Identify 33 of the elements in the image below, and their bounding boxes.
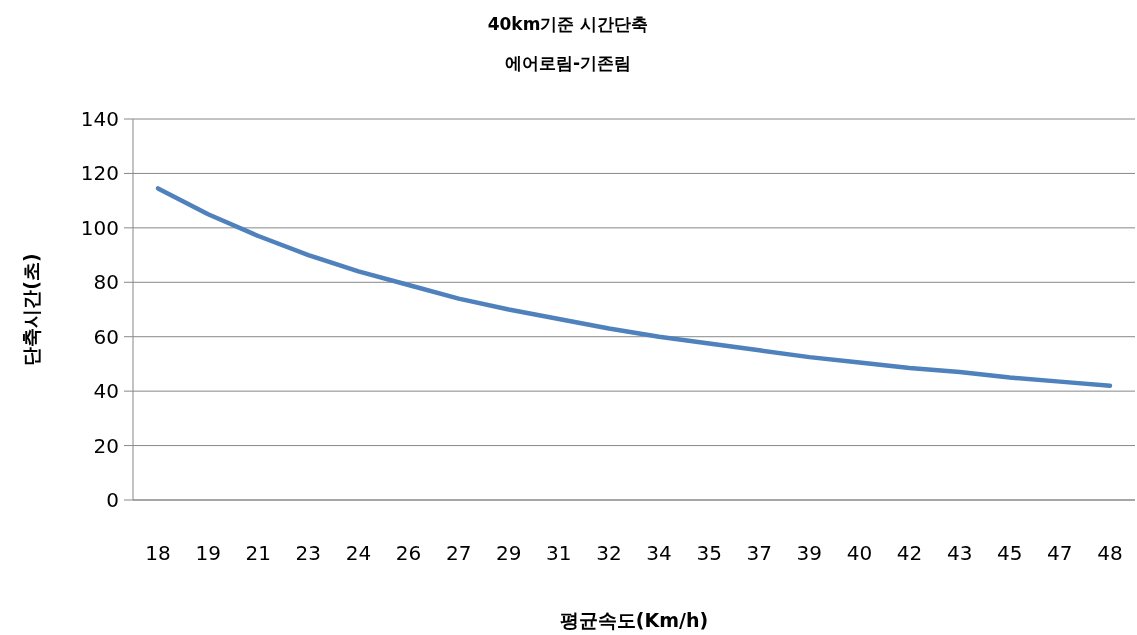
x-tick-label: 18 xyxy=(145,541,171,565)
y-tick-label: 120 xyxy=(80,161,119,186)
x-tick-label: 24 xyxy=(345,541,372,565)
y-tick-label: 40 xyxy=(93,379,119,404)
line-series xyxy=(155,186,1113,388)
x-tick-label: 34 xyxy=(646,541,672,565)
y-tick-label: 20 xyxy=(93,433,119,458)
x-tick-label: 42 xyxy=(896,541,923,565)
x-tick-label: 31 xyxy=(546,541,572,565)
x-tick-label: 27 xyxy=(445,541,472,565)
y-tick-label: 0 xyxy=(106,488,119,512)
x-tick-label: 37 xyxy=(746,541,772,565)
y-tick-label: 140 xyxy=(80,107,119,131)
x-tick-label: 43 xyxy=(946,541,973,565)
x-tick-label: 19 xyxy=(195,541,221,565)
x-tick-label: 39 xyxy=(796,541,823,565)
y-tick-label: 80 xyxy=(93,270,119,295)
x-tick-label: 23 xyxy=(295,541,322,565)
y-axis-title: 단축시간(초) xyxy=(20,253,42,366)
x-tick-label: 35 xyxy=(696,541,722,565)
x-tick-label: 48 xyxy=(1097,541,1123,565)
x-tick-label: 40 xyxy=(846,541,873,565)
x-tick-label: 29 xyxy=(496,541,522,565)
x-tick-label: 32 xyxy=(596,541,622,565)
y-tick-label: 100 xyxy=(80,215,119,240)
x-tick-label: 21 xyxy=(245,541,271,565)
chart-subtitle: 에어로림-기존림 xyxy=(504,53,632,73)
y-tick-label: 60 xyxy=(93,324,119,349)
chart-title: 40km기준 시간단축 xyxy=(487,14,649,34)
x-tick-label: 26 xyxy=(395,541,422,565)
x-tick-label: 45 xyxy=(997,541,1023,565)
x-axis-title: 평균속도(Km/h) xyxy=(559,609,709,631)
x-tick-label: 47 xyxy=(1047,541,1073,565)
